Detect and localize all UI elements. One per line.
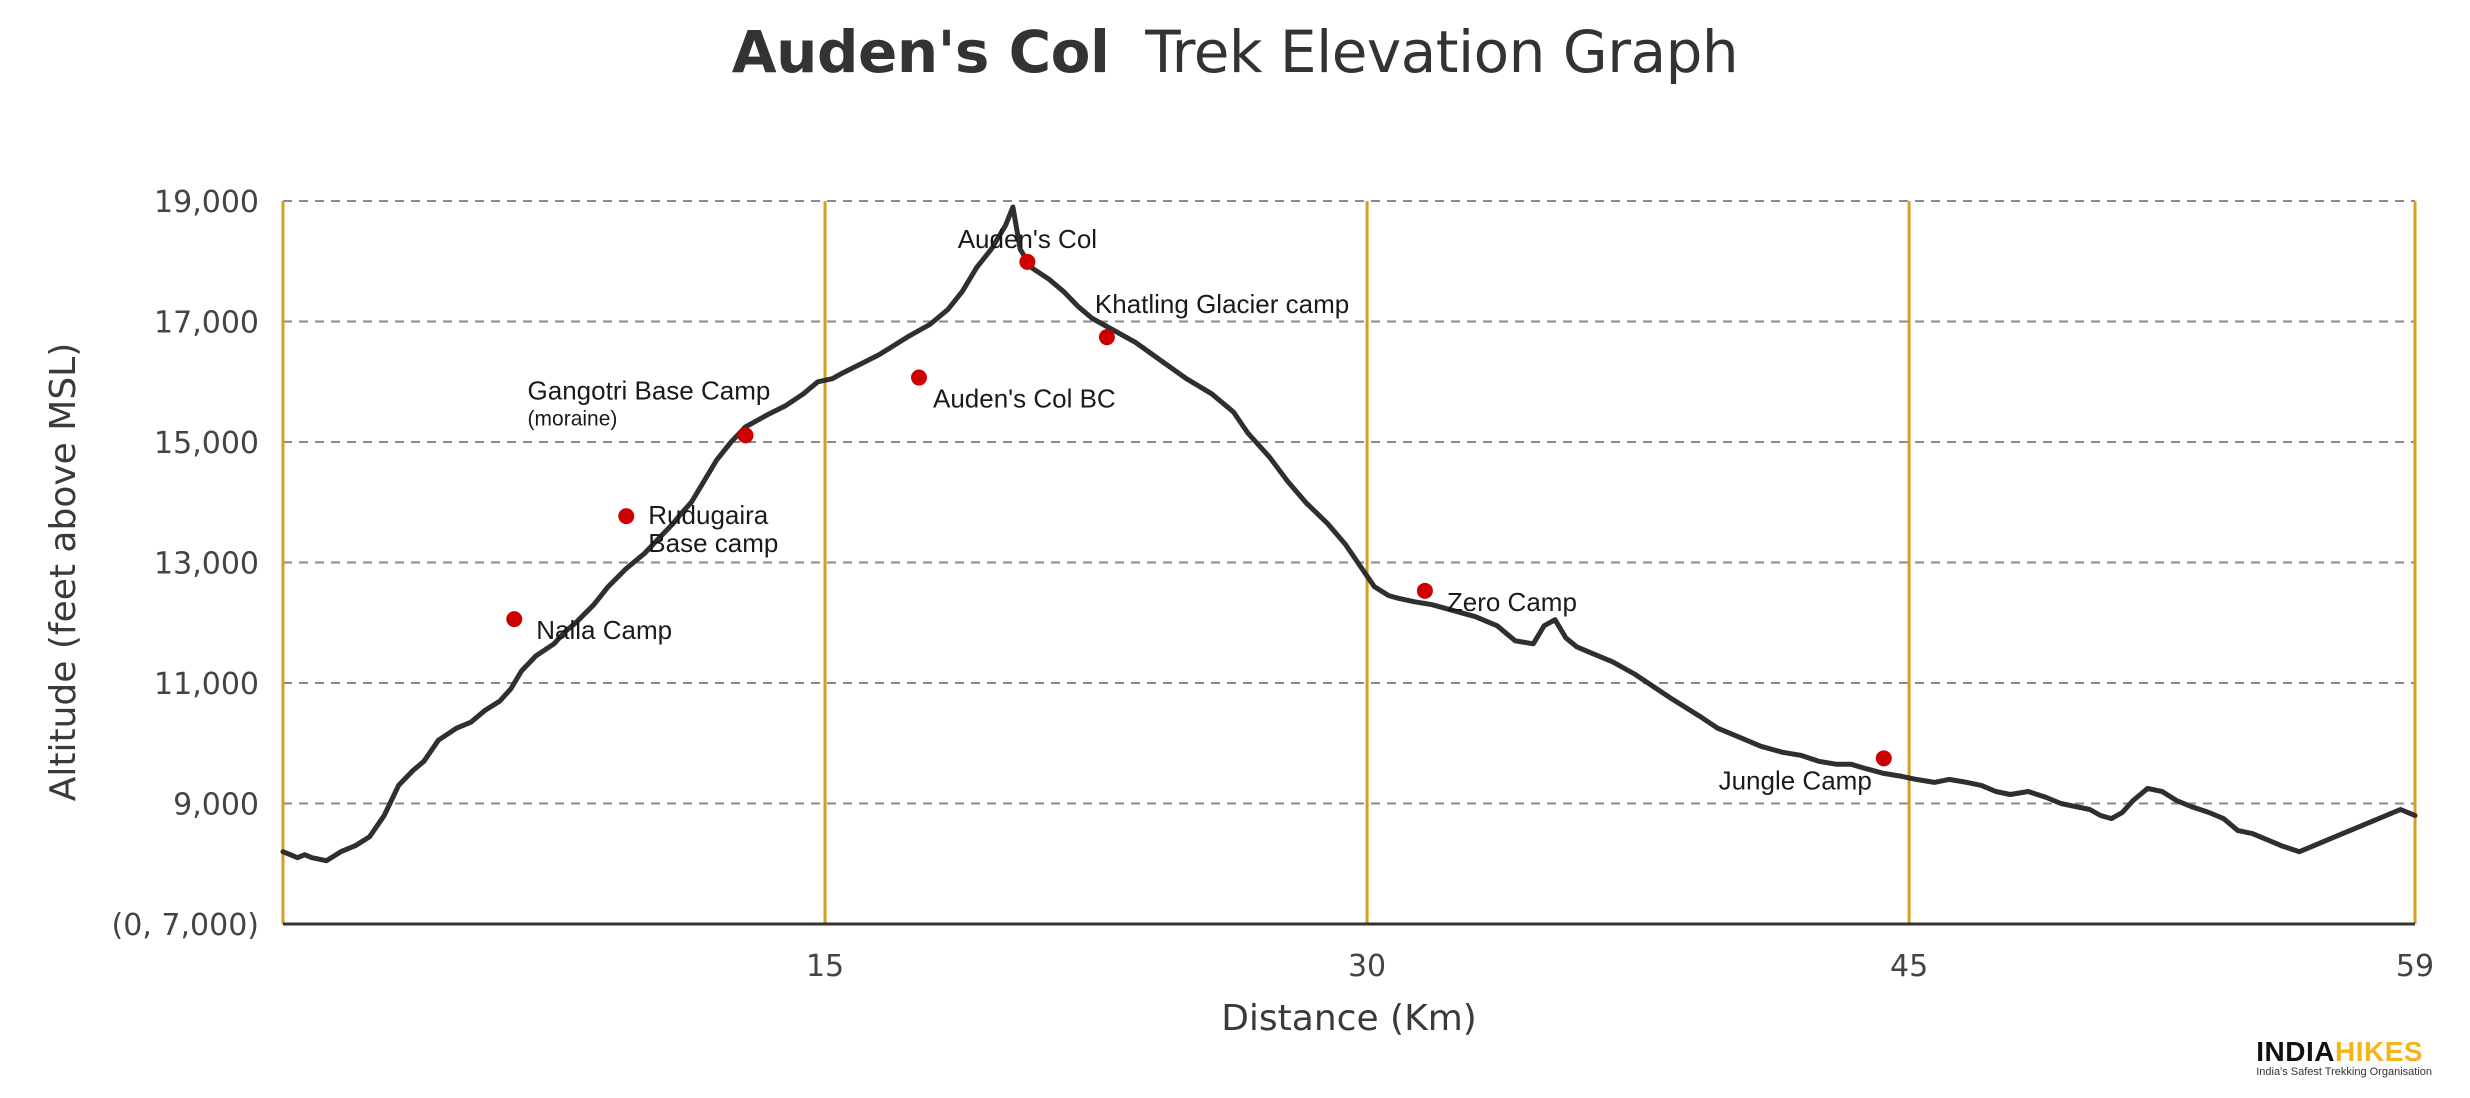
y-axis-title: Altitude (feet above MSL): [43, 343, 84, 802]
logo-tagline: India's Safest Trekking Organisation: [2256, 1066, 2432, 1078]
x-tick-label: 59: [2396, 949, 2434, 984]
camp-label: Rudugaira: [648, 500, 769, 530]
logo-wordmark: INDIAHIKES: [2256, 1036, 2432, 1068]
chart-title-rest: Trek Elevation Graph: [1145, 18, 1739, 86]
camp-marker: [618, 508, 635, 525]
camp-label: Zero Camp: [1447, 587, 1577, 617]
camp-marker: [1019, 253, 1036, 270]
camp-marker: [737, 427, 754, 444]
camp-label: Auden's Col BC: [933, 384, 1116, 414]
camp-label: Khatling Glacier camp: [1095, 289, 1349, 319]
axis-layer: (0, 7,000) 9,000 11,000 13,000 15,000 17,000 1…: [112, 185, 2435, 984]
x-axis-title: Distance (Km): [1221, 998, 1477, 1039]
y-tick-label: 11,000: [154, 667, 259, 702]
chart-title: Auden's Col Trek Elevation Graph: [0, 18, 2470, 86]
logo-brand-a: INDIA: [2256, 1036, 2335, 1067]
logo-brand-b: HIKES: [2334, 1036, 2424, 1067]
camp-marker: [506, 611, 523, 628]
y-tick-label: 19,000: [154, 185, 259, 220]
elevation-profile-line: [280, 204, 2418, 864]
indiahikes-logo: INDIAHIKES India's Safest Trekking Organ…: [2256, 1036, 2432, 1078]
x-tick-label: 30: [1348, 949, 1386, 984]
camp-label: Gangotri Base Camp: [528, 375, 771, 405]
camp-marker: [1098, 329, 1115, 346]
camp-sublabel: Base camp: [648, 528, 778, 558]
camp-label: Nalla Camp: [536, 615, 672, 645]
y-tick-label: (0, 7,000): [112, 908, 259, 943]
camp-marker: [910, 369, 927, 386]
y-tick-label: 13,000: [154, 547, 259, 582]
y-tick-label: 9,000: [173, 788, 259, 823]
x-tick-label: 45: [1890, 949, 1928, 984]
chart-title-bold: Auden's Col: [731, 18, 1110, 86]
vertical-lines: [281, 201, 2417, 924]
camp-sublabel: (moraine): [528, 407, 618, 430]
x-tick-label: 15: [806, 949, 844, 984]
camp-marker: [1875, 750, 1892, 767]
camp-marker: [1416, 582, 1433, 599]
y-tick-label: 17,000: [154, 306, 259, 341]
camp-label: Jungle Camp: [1719, 765, 1872, 795]
y-tick-label: 15,000: [154, 426, 259, 461]
camp-label: Auden's Col: [958, 224, 1097, 254]
profile-layer: [280, 204, 2418, 864]
